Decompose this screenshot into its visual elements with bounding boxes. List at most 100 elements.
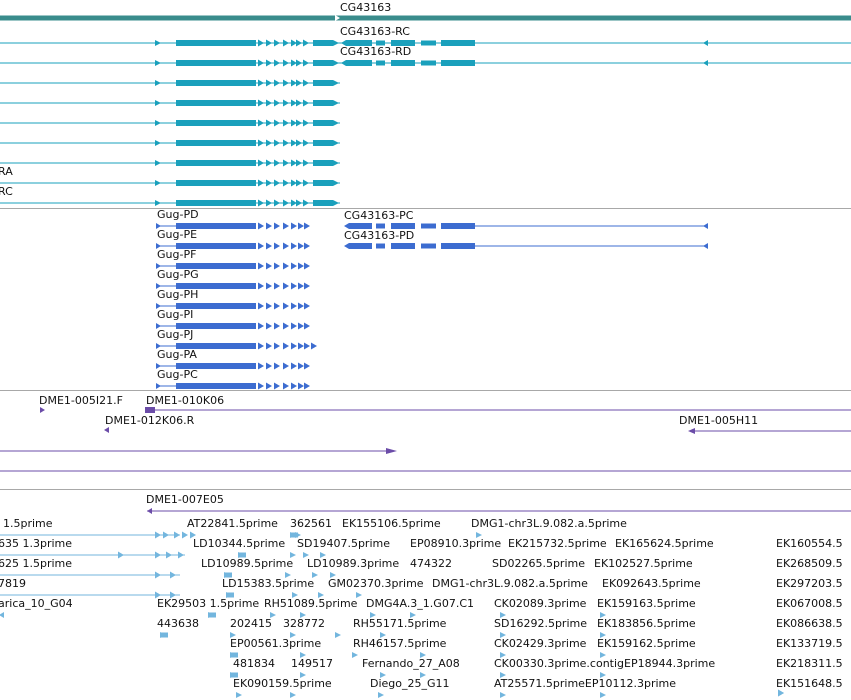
est-label[interactable]: EK155106.5prime [342, 517, 441, 530]
protein-label[interactable]: Gug-PC [157, 368, 198, 381]
transcript-exon [283, 199, 289, 207]
protein-exon [176, 383, 256, 389]
protein-exon [391, 243, 415, 249]
est-label[interactable]: CK02429.3prime [494, 637, 587, 650]
est-label[interactable]: EK183856.5prime [597, 617, 696, 630]
est-label[interactable]: 481834 [233, 657, 275, 670]
protein-exon [291, 322, 297, 330]
transcript-label[interactable]: CG43163-RD [340, 45, 412, 58]
est-label[interactable]: 625 1.5prime [0, 557, 73, 570]
est-label[interactable]: EK159162.5prime [597, 637, 696, 650]
clone-label[interactable]: DME1-005H11 [679, 414, 759, 427]
est-feature [370, 612, 376, 618]
clone-label[interactable]: DME1-005I21.F [39, 394, 123, 407]
clone-label[interactable]: DME1-010K06 [146, 394, 225, 407]
transcript-exon [176, 180, 256, 186]
est-label[interactable]: 328772 [283, 617, 325, 630]
est-label[interactable]: EK102527.5prime [594, 557, 693, 570]
est-label[interactable]: arica_10_G04 [0, 597, 73, 610]
est-label[interactable]: LD10989.3prime [307, 557, 400, 570]
est-label[interactable]: 443638 [157, 617, 199, 630]
est-label[interactable]: LD10989.5prime [201, 557, 294, 570]
protein-exon [298, 342, 304, 350]
est-label[interactable]: GM02370.3prime [328, 577, 424, 590]
est-feature [174, 531, 180, 539]
est-label[interactable]: 1.5prime [3, 517, 53, 530]
est-label[interactable]: 202415 [230, 617, 272, 630]
est-label[interactable]: CK02089.3prime [494, 597, 587, 610]
est-label[interactable]: SD16292.5prime [494, 617, 587, 630]
est-label[interactable]: 635 1.3prime [0, 537, 73, 550]
est-label[interactable]: CK00330.3prime.contigEP18944.3prime [494, 657, 716, 670]
est-label[interactable]: EK29503 1.5prime [157, 597, 260, 610]
protein-exon [298, 362, 304, 370]
protein-label[interactable]: CG43163-PC [344, 209, 414, 222]
est-label[interactable]: EK218311.5 [776, 657, 843, 670]
est-label[interactable]: EK160554.5 [776, 537, 843, 550]
est-feature [778, 689, 784, 697]
est-label[interactable]: EK090159.5prime [233, 677, 332, 690]
est-feature [163, 531, 169, 539]
transcript-exon [266, 59, 272, 67]
transcript-exon [296, 179, 302, 187]
est-label[interactable]: LD15383.5prime [222, 577, 315, 590]
protein-exon [298, 222, 304, 230]
est-label[interactable]: EK268509.5 [776, 557, 843, 570]
protein-exon [283, 342, 289, 350]
est-label[interactable]: 7819 [0, 577, 26, 590]
est-label[interactable]: 149517 [291, 657, 333, 670]
protein-label[interactable]: Gug-PD [157, 208, 199, 221]
est-label[interactable]: DMG4A.3_1.G07.C1 [366, 597, 475, 610]
est-label[interactable]: EP00561.3prime [230, 637, 322, 650]
est-label[interactable]: EK165624.5prime [615, 537, 714, 550]
protein-label[interactable]: CG43163-PD [344, 229, 415, 242]
transcript-exon [283, 119, 289, 127]
gene-label[interactable]: CG43163 [340, 1, 392, 14]
est-feature [238, 552, 246, 558]
est-label[interactable]: EK297203.5 [776, 577, 843, 590]
clone-label[interactable]: DME1-012K06.R [105, 414, 195, 427]
est-label[interactable]: EK086638.5 [776, 617, 843, 630]
est-feature [236, 692, 242, 698]
transcript-exon [441, 40, 475, 46]
protein-label[interactable]: Gug-PI [157, 308, 194, 321]
est-label[interactable]: DMG1-chr3L.9.082.a.5prime [432, 577, 588, 590]
est-label[interactable]: DMG1-chr3L.9.082.a.5prime [471, 517, 627, 530]
est-label[interactable]: SD02265.5prime [492, 557, 585, 570]
transcript-label[interactable]: RA [0, 165, 13, 178]
est-label[interactable]: AT22841.5prime [187, 517, 278, 530]
est-label[interactable]: SD19407.5prime [297, 537, 390, 550]
protein-label[interactable]: Gug-PF [157, 248, 197, 261]
protein-label[interactable]: Gug-PH [157, 288, 199, 301]
est-label[interactable]: EK067008.5 [776, 597, 843, 610]
est-label[interactable]: RH51089.5prime [264, 597, 358, 610]
transcript-label[interactable]: CG43163-RC [340, 25, 410, 38]
clone-label[interactable]: DME1-007E05 [146, 493, 224, 506]
est-label[interactable]: AT25571.5primeEP10112.3prime [494, 677, 677, 690]
est-label[interactable]: RH55171.5prime [353, 617, 447, 630]
transcript-exon [303, 199, 309, 207]
est-label[interactable]: EK133719.5 [776, 637, 843, 650]
est-label[interactable]: EK151648.5 [776, 677, 843, 690]
est-label[interactable]: 474322 [410, 557, 452, 570]
est-label[interactable]: LD10344.5prime [193, 537, 286, 550]
protein-label[interactable]: Gug-PG [157, 268, 199, 281]
est-label[interactable]: 362561 [290, 517, 332, 530]
protein-label[interactable]: Gug-PJ [157, 328, 194, 341]
est-feature [356, 592, 362, 598]
est-label[interactable]: EK159163.5prime [597, 597, 696, 610]
protein-exon [266, 262, 272, 270]
est-label[interactable]: EK092643.5prime [602, 577, 701, 590]
est-label[interactable]: Fernando_27_A08 [362, 657, 460, 670]
est-label[interactable]: Diego_25_G11 [370, 677, 450, 690]
protein-label[interactable]: Gug-PE [157, 228, 198, 241]
track-separator-1 [0, 208, 851, 209]
transcript-exon [296, 139, 302, 147]
protein-exon [274, 302, 280, 310]
est-label[interactable]: RH46157.5prime [353, 637, 447, 650]
protein-exon [258, 282, 264, 290]
protein-label[interactable]: Gug-PA [157, 348, 197, 361]
transcript-label[interactable]: RC [0, 185, 13, 198]
est-label[interactable]: EK215732.5prime [508, 537, 607, 550]
est-label[interactable]: EP08910.3prime [410, 537, 502, 550]
